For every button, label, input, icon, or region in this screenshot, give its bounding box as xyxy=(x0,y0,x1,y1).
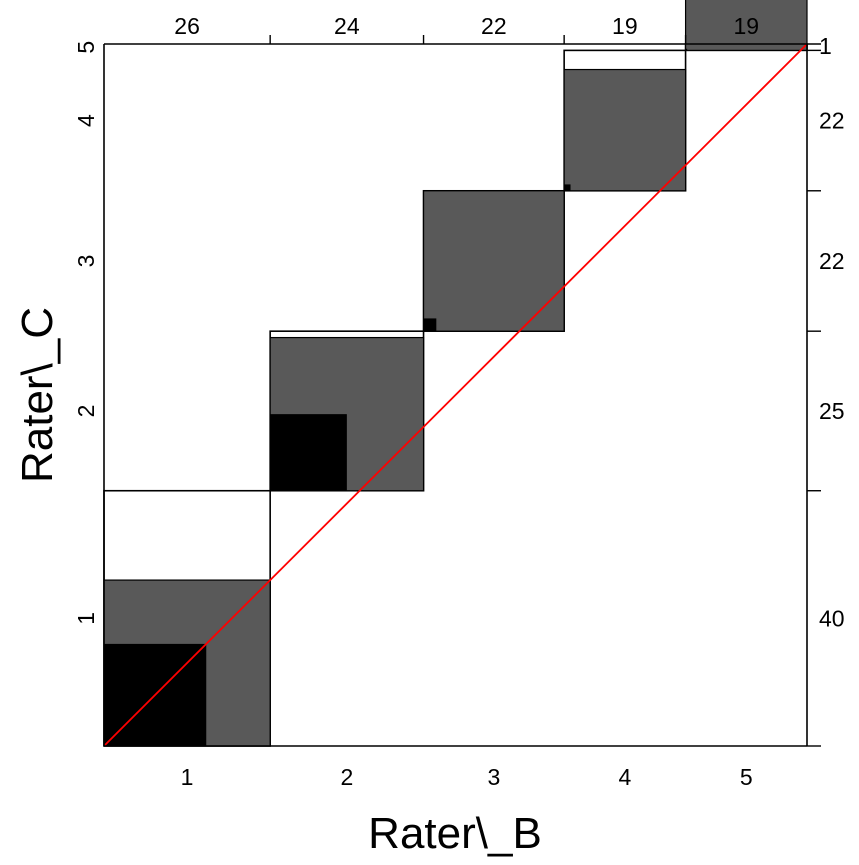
x-tick-label: 3 xyxy=(487,764,500,790)
row-total: 22 xyxy=(819,108,845,134)
plot-area xyxy=(103,0,808,747)
y-axis-title: Rater\_C xyxy=(13,307,62,483)
partial-agreement-3 xyxy=(422,190,565,332)
x-tick-label: 5 xyxy=(740,764,753,790)
exact-agreement-3 xyxy=(423,318,437,332)
diagonal-line xyxy=(103,43,808,747)
exact-agreement-4 xyxy=(564,184,571,191)
x-tick-label: 4 xyxy=(618,764,631,790)
row-total: 1 xyxy=(819,33,832,59)
row-total: 22 xyxy=(819,248,845,274)
column-total: 22 xyxy=(481,13,507,39)
x-tick-label: 1 xyxy=(181,764,194,790)
column-total: 19 xyxy=(733,13,759,39)
y-tick-label: 3 xyxy=(73,255,99,268)
exact-agreement-2 xyxy=(270,414,347,491)
axes: 1 2 3 4 5 1 2 3 4 5 26 24 22 19 19 40 25 22 22 1 xyxy=(73,13,845,790)
x-tick-label: 2 xyxy=(340,764,353,790)
exact-agreement-5 xyxy=(685,48,688,51)
column-total: 19 xyxy=(612,13,638,39)
y-tick-label: 2 xyxy=(73,405,99,418)
partial-agreement-4 xyxy=(563,68,687,192)
row-total: 40 xyxy=(819,605,845,631)
y-tick-label: 4 xyxy=(73,114,99,127)
column-total: 26 xyxy=(174,13,200,39)
y-tick-label: 5 xyxy=(73,41,99,54)
y-tick-label: 1 xyxy=(73,612,99,625)
x-axis-title: Rater\_B xyxy=(368,809,542,858)
partial-agreement-5 xyxy=(684,0,808,51)
column-total: 24 xyxy=(334,13,360,39)
row-total: 25 xyxy=(819,398,845,424)
